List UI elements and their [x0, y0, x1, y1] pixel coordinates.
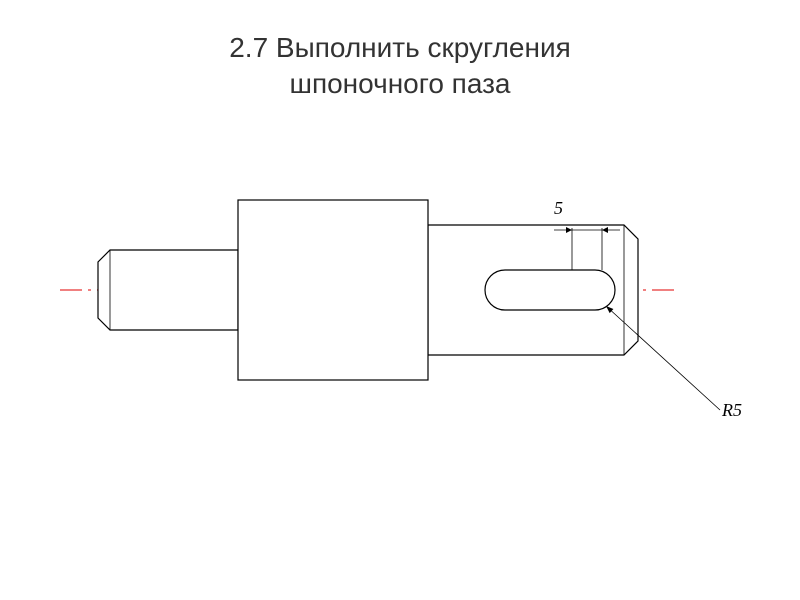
technical-drawing: 5 R5	[0, 150, 800, 550]
shaft-diagram: 5 R5	[0, 150, 800, 550]
title-line-1: 2.7 Выполнить скругления	[0, 30, 800, 66]
shaft-section-2	[238, 200, 428, 380]
shaft-section-3	[428, 225, 638, 355]
title-line-2: шпоночного паза	[0, 66, 800, 102]
page-title: 2.7 Выполнить скругления шпоночного паза	[0, 0, 800, 103]
shaft-section-1	[98, 250, 238, 330]
radius-callout-label: R5	[721, 400, 742, 420]
dimension-label-5: 5	[554, 198, 563, 218]
